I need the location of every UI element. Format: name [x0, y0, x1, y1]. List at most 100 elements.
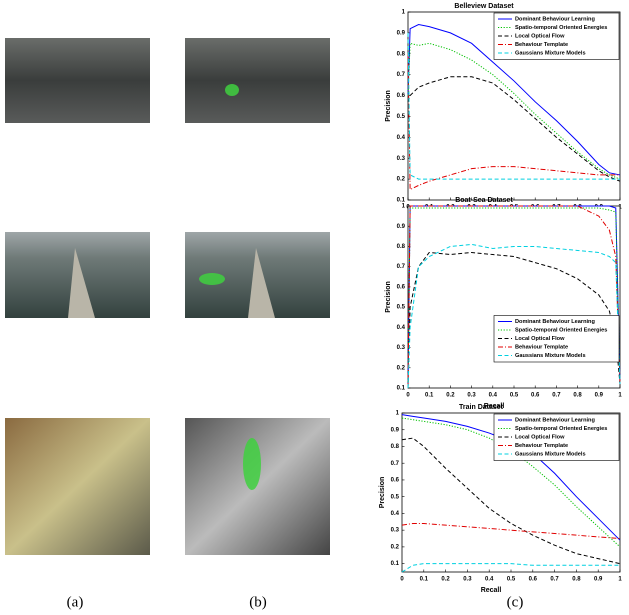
photo — [185, 38, 330, 123]
legend-label: Spatio-temporal Oriented Energies — [515, 25, 607, 31]
y-tick-label: 0.4 — [391, 511, 400, 517]
x-tick-label: 0.1 — [420, 577, 429, 583]
series-line — [407, 243, 621, 389]
x-tick-label: 0.3 — [463, 577, 472, 583]
y-tick-label: 0.1 — [397, 386, 406, 392]
detection-overlay — [199, 273, 225, 285]
x-tick-label: 0.5 — [507, 577, 516, 583]
x-tick-label: 0.5 — [510, 393, 519, 399]
y-tick-label: 0.8 — [391, 444, 400, 450]
legend-box — [493, 413, 620, 461]
y-tick-label: 0.3 — [391, 528, 400, 534]
y-axis-label: Precision — [385, 90, 392, 122]
y-tick-label: 0.2 — [397, 365, 406, 371]
x-tick-label: 0 — [406, 393, 410, 399]
y-tick-label: 1 — [396, 411, 400, 417]
y-tick-label: 0.2 — [397, 177, 406, 183]
x-tick-label: 0.7 — [552, 393, 561, 399]
legend-label: Gaussians Mixture Models — [515, 50, 586, 56]
legend-label: Behaviour Template — [515, 443, 568, 449]
series-line — [401, 437, 621, 565]
y-tick-label: 0.3 — [397, 156, 406, 162]
series-line — [401, 563, 620, 573]
pier — [248, 248, 275, 318]
detection-overlay — [243, 438, 261, 490]
y-tick-label: 0.4 — [397, 135, 406, 141]
legend-label: Dominant Behaviour Learning — [515, 319, 595, 325]
panel-caption: (b) — [249, 594, 267, 610]
legend-box — [493, 12, 620, 60]
series-line — [407, 42, 621, 180]
legend-label: Gaussians Mixture Models — [515, 353, 586, 359]
x-tick-label: 0.6 — [529, 577, 538, 583]
chart-title: Boat-Sea Dataset — [455, 197, 513, 204]
chart-title: Train Dataset — [459, 404, 504, 411]
legend-label: Spatio-temporal Oriented Energies — [515, 327, 607, 333]
legend-label: Gaussians Mixture Models — [515, 451, 586, 457]
x-tick-label: 0.9 — [595, 393, 604, 399]
x-tick-label: 0.1 — [425, 393, 434, 399]
x-tick-label: 0.2 — [441, 577, 450, 583]
y-tick-label: 0.6 — [397, 284, 406, 290]
x-tick-label: 0.4 — [489, 393, 498, 399]
series-line — [407, 76, 621, 182]
legend-label: Spatio-temporal Oriented Energies — [515, 426, 607, 432]
legend-label: Behaviour Template — [515, 42, 568, 48]
series-line — [401, 417, 621, 548]
y-tick-label: 1 — [402, 204, 406, 210]
legend-label: Dominant Behaviour Learning — [515, 16, 595, 22]
series-line — [407, 24, 621, 176]
y-tick-label: 0.8 — [397, 51, 406, 57]
series-line — [407, 53, 620, 191]
y-tick-label: 0.5 — [397, 114, 406, 120]
y-tick-label: 0.5 — [397, 305, 406, 311]
y-tick-label: 0.5 — [391, 494, 400, 500]
x-tick-label: 0.8 — [572, 577, 581, 583]
x-tick-label: 0.4 — [485, 577, 494, 583]
series-line — [407, 32, 620, 180]
legend-label: Local Optical Flow — [515, 336, 565, 342]
y-tick-label: 1 — [402, 10, 406, 16]
y-axis-label: Precision — [385, 281, 392, 313]
y-tick-label: 0.6 — [397, 93, 406, 99]
y-tick-label: 0.1 — [397, 198, 406, 204]
y-tick-label: 0.9 — [397, 30, 406, 36]
y-tick-label: 0.6 — [391, 478, 400, 484]
x-tick-label: 0.2 — [446, 393, 455, 399]
y-axis-label: Precision — [379, 477, 386, 509]
x-axis-label: Recall — [484, 403, 505, 410]
y-tick-label: 0.8 — [397, 244, 406, 250]
y-tick-label: 0.7 — [397, 264, 406, 270]
series-line — [407, 205, 621, 389]
x-tick-label: 0 — [400, 577, 404, 583]
legend-label: Dominant Behaviour Learning — [515, 417, 595, 423]
photo — [5, 418, 150, 555]
photo — [185, 418, 330, 555]
y-tick-label: 0.3 — [397, 345, 406, 351]
x-tick-label: 0.9 — [594, 577, 603, 583]
x-tick-label: 0.8 — [573, 393, 582, 399]
photo — [5, 38, 150, 123]
y-tick-label: 0.2 — [391, 544, 400, 550]
legend-label: Local Optical Flow — [515, 434, 565, 440]
x-tick-label: 0.7 — [550, 577, 559, 583]
x-tick-label: 0.6 — [531, 393, 540, 399]
y-tick-label: 0.9 — [391, 427, 400, 433]
legend-label: Local Optical Flow — [515, 33, 565, 39]
y-tick-label: 0.1 — [391, 561, 400, 567]
legend-label: Behaviour Template — [515, 344, 568, 350]
y-tick-label: 0.7 — [397, 72, 406, 78]
y-tick-label: 0.7 — [391, 461, 400, 467]
x-tick-label: 1 — [618, 577, 622, 583]
panel-caption: (a) — [67, 594, 84, 610]
series-line — [407, 251, 621, 389]
x-tick-label: 0.3 — [467, 393, 476, 399]
y-tick-label: 0.4 — [397, 325, 406, 331]
x-axis-label: Recall — [481, 587, 502, 594]
y-tick-label: 0.9 — [397, 224, 406, 230]
legend-box — [493, 315, 620, 363]
x-tick-label: 1 — [618, 393, 622, 399]
chart-title: Belleview Dataset — [454, 3, 514, 10]
series-line — [401, 522, 621, 540]
